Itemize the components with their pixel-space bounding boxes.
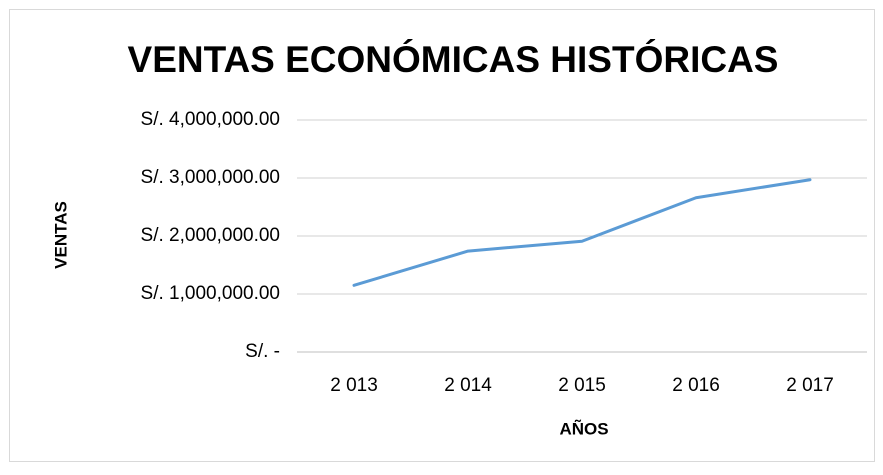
line-series	[352, 178, 812, 287]
y-tick-label: S/. -	[245, 341, 280, 362]
y-tick-label: S/. 4,000,000.00	[141, 109, 280, 130]
x-tick-label: 2 017	[786, 375, 834, 396]
x-tick-label: 2 015	[558, 375, 606, 396]
x-tick-label: 2 013	[330, 375, 378, 396]
y-tick-label: S/. 2,000,000.00	[141, 225, 280, 246]
chart-title: VENTAS ECONÓMICAS HISTÓRICAS	[128, 38, 779, 80]
x-axis-label: AÑOS	[559, 418, 608, 438]
x-tick-label: 2 014	[444, 375, 492, 396]
x-tick-label: 2 016	[672, 375, 720, 396]
y-tick-label: S/. 1,000,000.00	[141, 283, 280, 304]
y-tick-label: S/. 3,000,000.00	[141, 167, 280, 188]
y-axis-label: VENTAS	[51, 201, 70, 269]
